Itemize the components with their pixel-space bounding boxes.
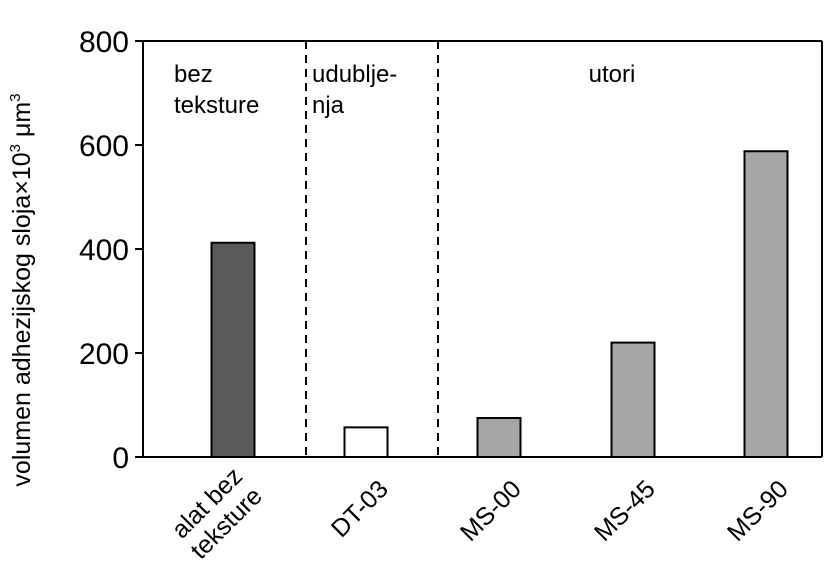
- x-tick-label-0: alat bezteksture: [165, 462, 267, 564]
- y-tick-label-2: 400: [79, 234, 129, 267]
- bar-4: [743, 150, 789, 459]
- bar-0: [210, 241, 256, 458]
- region-label-line: teksture: [174, 92, 259, 119]
- y-axis-label-superscript: 3: [7, 144, 24, 152]
- y-tick-label-4: 800: [79, 26, 129, 59]
- y-axis-label-superscript: 3: [7, 93, 24, 101]
- region-label-1: udublje-nja: [312, 61, 397, 119]
- y-axis-label-part: volumen adhezijskog sloja×10: [8, 152, 36, 486]
- y-tick-label-0: 0: [112, 442, 129, 475]
- region-label-line: nja: [312, 92, 345, 119]
- region-label-0: bez teksture: [174, 61, 259, 119]
- bar-2: [476, 417, 522, 458]
- x-tick-label-3: MS-45: [589, 475, 661, 547]
- region-label-line: utori: [589, 61, 636, 88]
- region-label-line: bez: [174, 61, 213, 88]
- x-tick-label-line: MS-00: [455, 475, 527, 547]
- bar-3: [610, 341, 656, 459]
- x-tick-label-4: MS-90: [722, 475, 794, 547]
- region-label-2: utori: [589, 61, 636, 88]
- axes-group: [135, 40, 823, 458]
- x-tick-label-1: DT-03: [326, 475, 394, 543]
- y-tick-label-1: 200: [79, 338, 129, 371]
- region-label-line: udublje-: [312, 61, 397, 88]
- y-axis-label-part: μm: [8, 102, 36, 144]
- y-axis-label: volumen adhezijskog sloja×103 μm3: [7, 93, 36, 486]
- x-tick-label-line: MS-45: [589, 475, 661, 547]
- x-tick-label-2: MS-00: [455, 475, 527, 547]
- bars-group: [210, 150, 789, 459]
- x-tick-label-line: MS-90: [722, 475, 794, 547]
- labels-group: 0 200 400 600 800 alat bezteksture DT-03 MS-00 M…: [7, 26, 794, 565]
- bar-1: [343, 426, 389, 458]
- x-tick-label-line: DT-03: [326, 475, 394, 543]
- y-tick-label-3: 600: [79, 130, 129, 163]
